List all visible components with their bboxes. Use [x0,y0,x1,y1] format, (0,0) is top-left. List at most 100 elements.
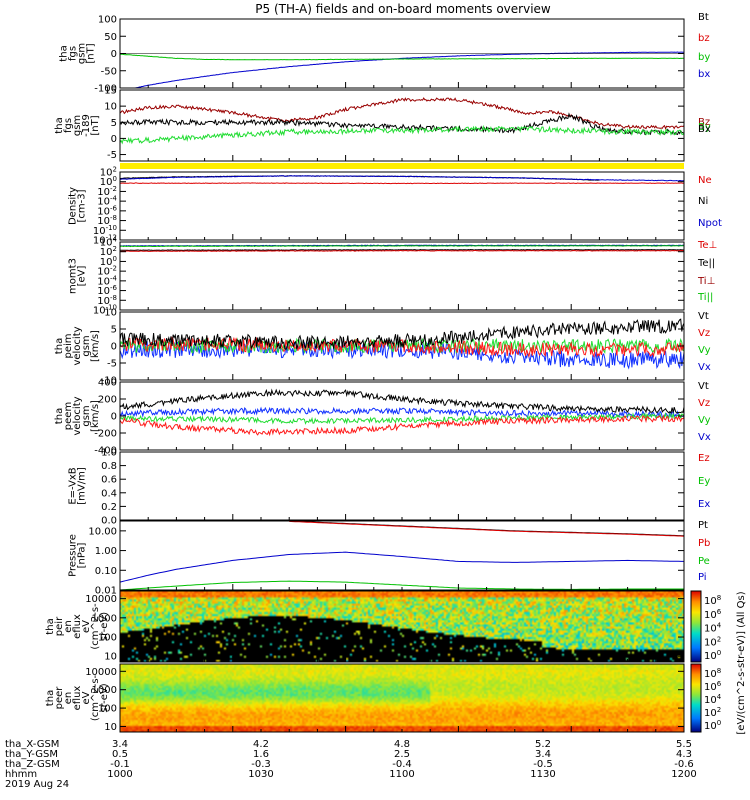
y-axis-label: thapeemvelocitygsm[km/s] [54,396,101,435]
series-peem-velocity-Vx [119,406,685,419]
y-tick-label: 5 [111,325,117,336]
colorbar-tick-label: 106 [704,680,722,693]
y-axis-label-line: peer [54,686,65,710]
x-tick-label-y_gsm: 3.4 [535,749,551,760]
y-tick-label: 0.2 [101,502,117,513]
series-density-Ne [120,182,684,185]
spectrogram-image [120,591,684,662]
x-label-hhmm: hhmm [5,769,37,780]
y-axis-label-line: [cm-3] [77,189,88,222]
y-tick-label: 10 [104,722,117,733]
series-peem-velocity-Vz [119,414,685,437]
panel-group: 100500-50-100thafgsgsm[nT]Btbzbybx151050… [45,12,722,733]
series-fgs-zoom-Bx [119,112,685,136]
y-axis-label: momt3[eV] [68,258,88,294]
y-tick-label: 10 [104,652,117,663]
y-axis-label-line: sr-eV) [99,683,110,712]
panel-frame [119,171,685,241]
y-tick-label: 0.10 [95,566,117,577]
y-tick-label: -50 [101,66,117,77]
y-axis-label: thapeirenefluxeV(cm^2-s-sr-eV) [45,603,110,650]
x-tick-label-y_gsm: 0.5 [112,749,128,760]
x-axis-annotation: tha_X-GSM tha_Y-GSM tha_Z-GSM hhmm 2019 … [5,739,697,790]
legend-entry-by: by [698,52,710,63]
y-axis-label-line: en [63,692,74,705]
x-tick-label-z_gsm: -0.1 [110,759,130,770]
legend-entry-Ti||: Ti|| [697,292,713,303]
series-pressure-Pt [289,520,685,537]
y-tick-label: 0.0 [101,516,117,527]
y-tick-label: 5 [111,118,117,129]
legend-entry-Vt: Vt [698,311,709,322]
colorbar-tick-label: 100 [704,719,721,732]
legend-entry-Te||: Te|| [697,258,715,269]
spectrogram-image [120,664,684,732]
y-axis-label-line: tha [45,690,56,706]
y-axis-label-line: [nPa] [77,542,88,568]
x-tick-label-x_gsm: 3.4 [112,739,128,750]
legend-entry-Npot: Npot [698,218,722,229]
panel-frame [119,451,685,521]
series-pressure-Pe [119,580,684,591]
y-axis-label-line: (cm^2-s- [90,674,101,721]
y-tick-label: 400 [98,378,117,389]
x-tick-label-x_gsm: 5.2 [535,739,551,750]
colorbar-tick-label: 108 [704,667,721,680]
y-axis-label-line: [km/s] [90,400,101,432]
colorbar-label: [eV/(cm^2-s-str-eV)] (All Qs) [736,591,747,734]
y-tick-label: 50 [104,32,117,43]
panel-peir-spectrogram: 10000 1000 100 10 thapeirenefluxeV(cm^2-s-sr… [45,590,685,663]
y-tick-label: 0.6 [101,475,117,486]
y-tick-label: -5 [107,359,117,370]
y-tick-label: 10000 [85,594,117,605]
y-axis-label-line: -189 [81,114,92,137]
legend-entry-Vx: Vx [698,362,711,373]
y-tick-label: 100 [98,15,117,26]
legend-entry-Vz: Vz [698,398,710,409]
y-tick-label: 0 [111,412,117,423]
series-fgs-by [120,53,685,61]
legend-entry-Ti⊥: Ti⊥ [697,276,715,287]
y-tick-label: 1000 [92,685,117,696]
legend-entry-Pi: Pi [698,572,707,583]
legend-entry-Ey: Ey [698,476,710,487]
x-tick-label-hhmm: 1030 [248,769,273,780]
colorbar-tick-label: 106 [704,608,722,621]
y-axis-label-line: gsm [81,405,92,426]
series-density-Npot [119,175,685,182]
y-tick-label: 1000 [92,613,117,624]
y-tick-label: 15 [104,86,117,97]
y-axis-label: thapeimvelocitygsm[km/s] [54,326,101,365]
legend-entry-By: By [698,122,711,133]
y-axis-label-line: tha [54,338,65,354]
y-axis-label-line: peim [63,333,74,358]
legend-entry-bz: bz [698,33,710,44]
series-peem-velocity-Vy [119,412,685,425]
colorbar-tick-label: 100 [704,649,721,662]
x-label-z-gsm: tha_Z-GSM [5,759,60,770]
y-axis-label: E=-VxB[mV/m] [68,467,88,505]
y-axis-label-line: [nT] [90,115,101,135]
y-axis-label-line: gsm [72,115,83,136]
colorbar-strip [690,663,702,733]
x-tick-label-hhmm: 1000 [107,769,132,780]
figure-title: P5 (TH-A) fields and on-board moments ov… [255,2,551,16]
x-label-date: 2019 Aug 24 [5,779,69,790]
legend-entry-Vz: Vz [698,328,710,339]
y-axis-label: thapeerenefluxeV(cm^2-s-sr-eV) [45,674,110,721]
y-tick-label: 1.00 [95,546,117,557]
y-axis-label-line: gsm [77,43,88,64]
y-tick-label: 200 [98,395,117,406]
panel-density: 10210010-210-410-610-810-1010-12Density[… [68,166,722,247]
y-tick-label: 1.0 [101,448,117,459]
series-moments-temperature-Ti|| [119,245,685,248]
y-axis-label: thafgsgsm-189[nT] [54,114,101,137]
series-fgs-bx [120,51,685,89]
y-tick-label: -400 [94,446,117,457]
series-peem-velocity-Vt [119,388,685,414]
y-tick-label: 0 [111,49,117,60]
y-tick-label: 10 [104,102,117,113]
panel-frame [119,241,685,311]
legend-entry-Ez: Ez [698,453,710,464]
y-axis-label-line: fgs [63,118,74,133]
